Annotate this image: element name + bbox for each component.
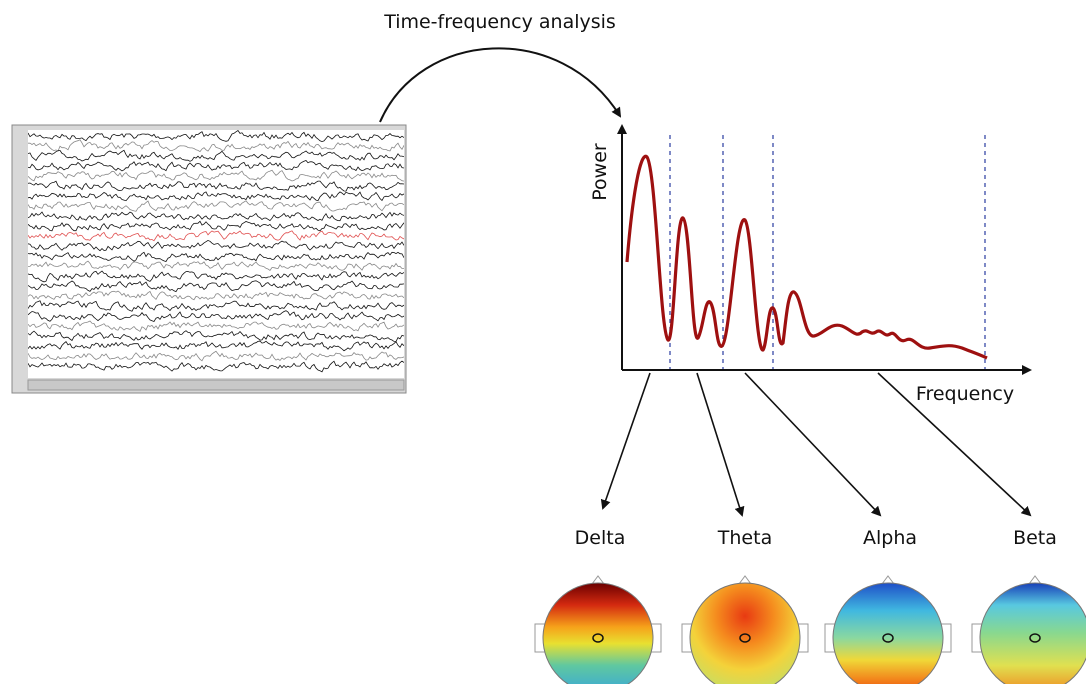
eeg-trace — [28, 340, 404, 352]
eeg-trace — [28, 211, 404, 222]
eeg-trace — [28, 239, 404, 252]
eeg-trace — [28, 160, 404, 172]
analysis-arrow — [379, 47, 622, 123]
electrode — [739, 633, 751, 643]
eeg-trace — [28, 180, 404, 192]
band-arrows — [600, 372, 1032, 517]
spectrum-plot: Power Frequency — [589, 124, 1032, 405]
title: Time-frequency analysis — [383, 11, 616, 33]
nose — [1028, 575, 1042, 585]
eeg-trace — [28, 320, 404, 332]
topo-map — [534, 575, 662, 688]
eeg-trace — [28, 169, 404, 182]
topo-map — [824, 575, 952, 688]
x-axis-label: Frequency — [916, 383, 1014, 405]
band-label: Beta — [1013, 527, 1057, 549]
band-arrow — [744, 372, 882, 517]
band-label: Theta — [717, 527, 772, 549]
eeg-trace — [28, 270, 404, 283]
nose — [881, 575, 895, 585]
head — [979, 582, 1086, 688]
y-axis-label: Power — [589, 143, 611, 201]
eeg-trace — [28, 330, 404, 343]
electrode — [882, 633, 894, 643]
eeg-plot-area — [28, 130, 404, 378]
electrode — [1029, 633, 1041, 643]
band-label: Delta — [575, 527, 626, 549]
eeg-trace — [28, 200, 404, 212]
head — [542, 582, 654, 688]
eeg-scrollbar — [27, 379, 405, 391]
head — [689, 582, 801, 688]
eeg-trace — [28, 260, 404, 271]
topographic-maps — [534, 575, 1086, 688]
eeg-trace — [28, 220, 404, 232]
eeg-trace — [28, 191, 404, 202]
eeg-trace — [28, 280, 404, 293]
nose — [738, 575, 752, 585]
eeg-trace — [28, 360, 404, 373]
eeg-trace — [28, 350, 404, 362]
nose — [591, 575, 605, 585]
eeg-trace — [28, 300, 404, 312]
power-spectrum-curve — [625, 154, 988, 360]
band-arrow — [600, 372, 651, 510]
band-arrow — [877, 372, 1032, 517]
topo-map — [971, 575, 1086, 688]
eeg-panel — [11, 124, 407, 394]
eeg-trace — [28, 130, 404, 143]
eeg-trace — [28, 310, 404, 322]
eeg-trace — [28, 230, 404, 242]
eeg-trace — [28, 251, 404, 262]
electrode — [592, 633, 604, 643]
eeg-trace — [28, 290, 404, 301]
eeg-trace — [28, 149, 404, 162]
topo-map — [681, 575, 809, 688]
head — [832, 582, 944, 688]
eeg-trace — [28, 139, 404, 153]
eeg-traces — [28, 130, 404, 373]
band-arrow — [696, 372, 745, 517]
band-label: Alpha — [863, 527, 917, 549]
